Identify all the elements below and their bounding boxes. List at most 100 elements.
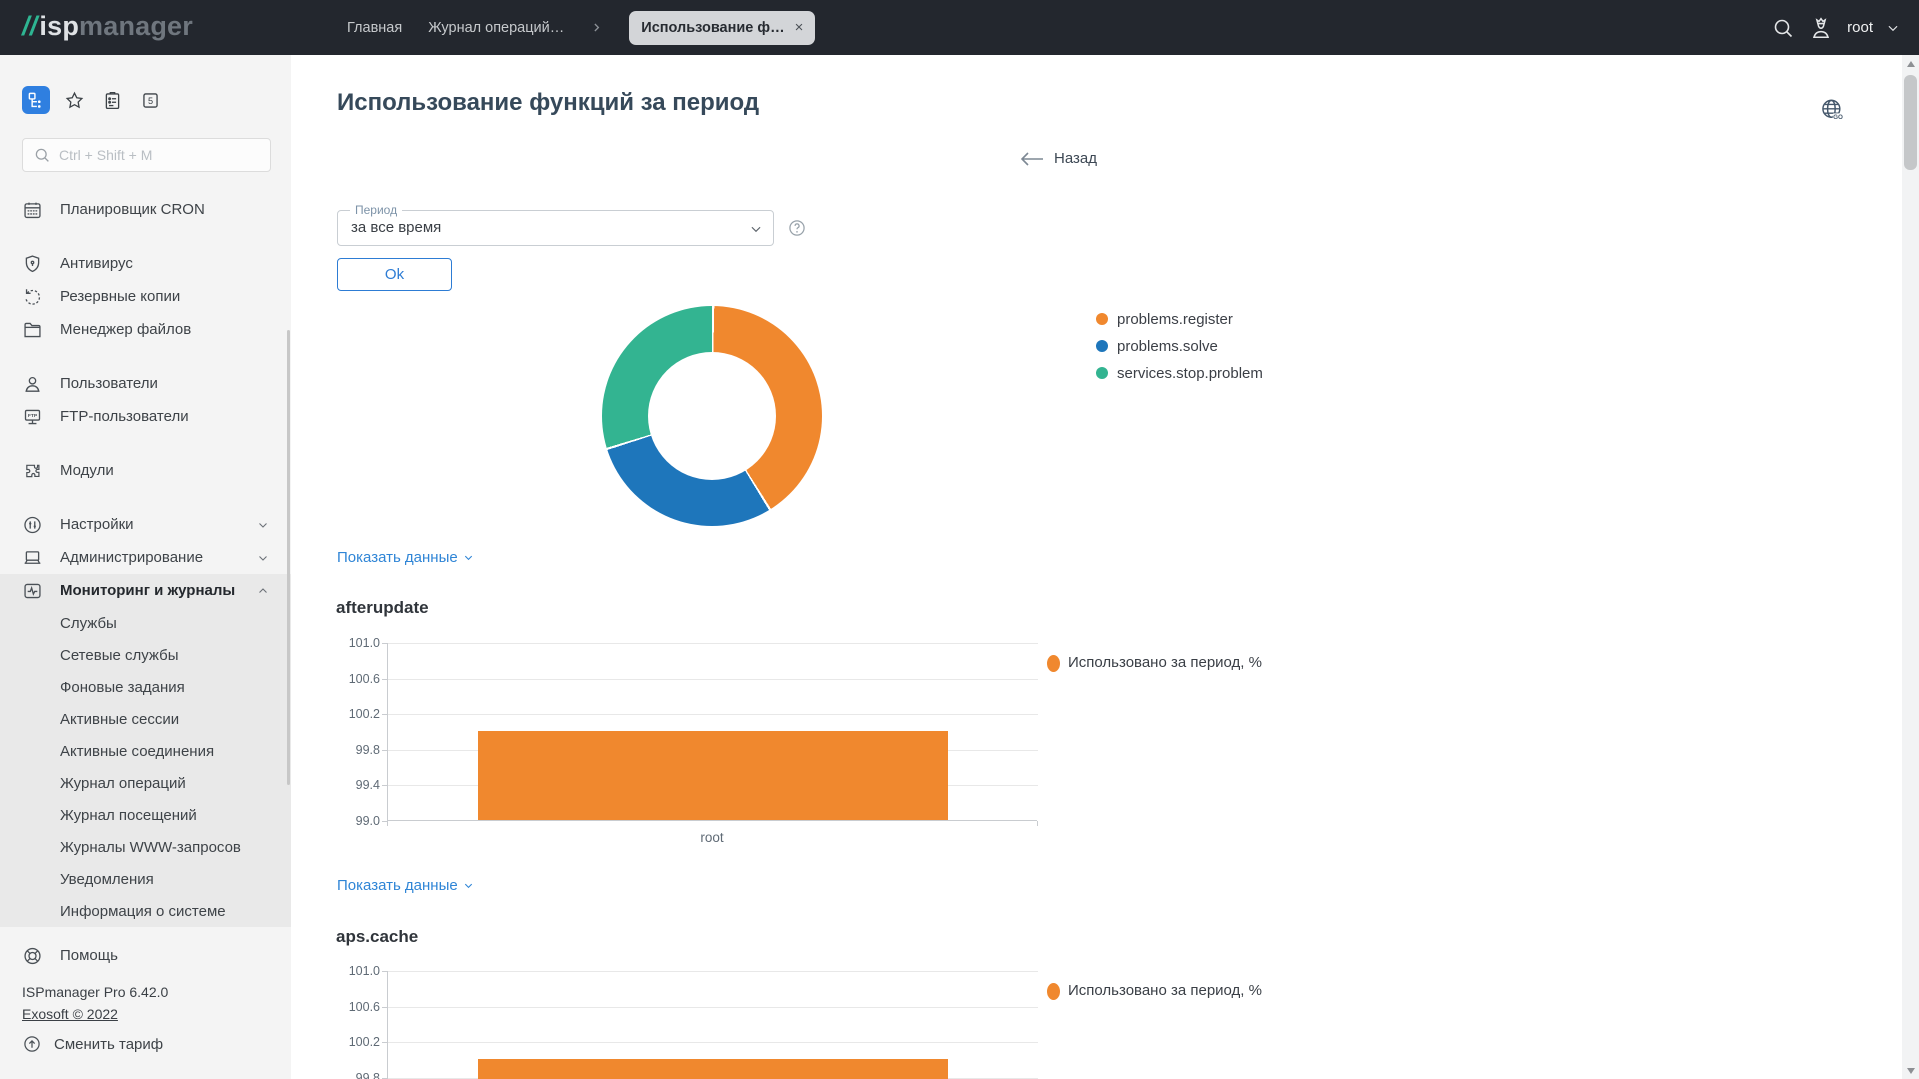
sliders-icon bbox=[24, 516, 41, 533]
sidebar-subitem[interactable]: Журнал посещений bbox=[0, 799, 291, 831]
sidebar-subitem[interactable]: Сетевые службы bbox=[0, 639, 291, 671]
main-scrollbar[interactable] bbox=[1902, 55, 1919, 1079]
sidebar-item[interactable]: Администрирование bbox=[0, 541, 291, 574]
sidebar-subitem[interactable]: Информация о системе bbox=[0, 895, 291, 927]
sidebar-subitem[interactable]: Уведомления bbox=[0, 863, 291, 895]
bar bbox=[478, 731, 948, 820]
sidebar-item-label: Настройки bbox=[60, 516, 134, 533]
limit-5-icon[interactable]: 5 bbox=[136, 86, 164, 114]
sidebar: 5 Планировщик CRON Антивирус Резервные коп… bbox=[0, 55, 291, 1079]
star-icon[interactable] bbox=[60, 86, 88, 114]
sidebar-subitem[interactable]: Службы bbox=[0, 607, 291, 639]
sidebar-item[interactable]: Менеджер файлов bbox=[0, 313, 291, 346]
sidebar-item[interactable]: FTP FTP-пользователи bbox=[0, 400, 291, 433]
close-icon[interactable]: × bbox=[794, 19, 804, 36]
svg-text:GO: GO bbox=[1833, 114, 1843, 121]
sidebar-item[interactable]: Резервные копии bbox=[0, 280, 291, 313]
x-axis-tick bbox=[1037, 821, 1038, 826]
show-data-label: Показать данные bbox=[337, 549, 458, 566]
x-axis-tick bbox=[387, 821, 388, 826]
legend-dot-icon bbox=[1096, 340, 1108, 352]
ok-button[interactable]: Ok bbox=[337, 258, 452, 291]
legend-label: Использовано за период, % bbox=[1068, 654, 1262, 671]
chart-title-aps-cache: aps.cache bbox=[336, 927, 419, 946]
change-tariff-button[interactable]: Сменить тариф bbox=[22, 1034, 168, 1054]
y-axis-tick-label: 99.4 bbox=[355, 778, 380, 792]
chart-legend[interactable]: Использовано за период, % bbox=[1047, 654, 1262, 672]
show-data-label: Показать данные bbox=[337, 877, 458, 894]
sidebar-subitem[interactable]: Журналы WWW-запросов bbox=[0, 831, 291, 863]
gridline bbox=[388, 1007, 1038, 1008]
gridline bbox=[388, 714, 1038, 715]
user-name[interactable]: root bbox=[1847, 19, 1873, 36]
sidebar-subitem[interactable]: Журнал операций bbox=[0, 767, 291, 799]
topbar-tab-active[interactable]: Использование ф… × bbox=[629, 10, 816, 45]
y-axis-tick bbox=[382, 1042, 387, 1043]
sidebar-item-label: Резервные копии bbox=[60, 288, 181, 305]
page-title: Использование функций за период bbox=[337, 89, 760, 116]
period-select[interactable]: Период за все время bbox=[337, 203, 774, 246]
y-axis-tick bbox=[382, 643, 387, 644]
y-axis-tick-label: 99.0 bbox=[355, 814, 380, 828]
help-question-icon[interactable] bbox=[787, 218, 807, 238]
y-axis-tick-label: 101.0 bbox=[348, 636, 380, 650]
gridline bbox=[388, 1042, 1038, 1043]
sidebar-item[interactable]: Настройки bbox=[0, 508, 291, 541]
sidebar-item[interactable]: Пользователи bbox=[0, 367, 291, 400]
x-axis-category-label: root bbox=[700, 830, 724, 845]
sidebar-subitem[interactable]: Фоновые задания bbox=[0, 671, 291, 703]
breadcrumb-chevron-icon bbox=[590, 21, 603, 34]
legend-item[interactable]: problems.register bbox=[1096, 310, 1263, 328]
sidebar-subitem[interactable]: Активные соединения bbox=[0, 735, 291, 767]
sidebar-item[interactable]: Мониторинг и журналы bbox=[0, 574, 291, 607]
sidebar-scrollbar-thumb[interactable] bbox=[287, 330, 290, 785]
sidebar-item[interactable]: Планировщик CRON bbox=[0, 193, 291, 226]
y-axis-tick-label: 100.6 bbox=[348, 672, 380, 686]
donut-legend: problems.register problems.solve services.… bbox=[1096, 310, 1263, 382]
sidebar-subitem[interactable]: Активные сессии bbox=[0, 703, 291, 735]
tree-view-icon[interactable] bbox=[22, 86, 50, 114]
sidebar-item[interactable]: Антивирус bbox=[0, 247, 291, 280]
tab-label: Использование ф… bbox=[641, 19, 785, 36]
chevron-down-icon[interactable] bbox=[1886, 21, 1900, 35]
y-axis-tick bbox=[382, 971, 387, 972]
sidebar-item[interactable]: Модули bbox=[0, 454, 291, 487]
chart-plot-area bbox=[387, 971, 1038, 1079]
svg-text:5: 5 bbox=[147, 96, 152, 106]
topbar-right: root bbox=[1771, 0, 1900, 55]
user-crown-icon[interactable] bbox=[1808, 15, 1834, 41]
scroll-down-arrow[interactable] bbox=[1902, 1062, 1919, 1079]
period-select-label: Период bbox=[350, 203, 403, 217]
sidebar-item[interactable]: Помощь bbox=[0, 939, 291, 972]
pulse-icon bbox=[24, 583, 41, 598]
scroll-up-arrow[interactable] bbox=[1902, 55, 1919, 72]
topbar-tab[interactable]: Журнал операций… bbox=[428, 20, 564, 36]
sidebar-search-input[interactable] bbox=[59, 147, 239, 163]
show-data-link-1[interactable]: Показать данные bbox=[337, 549, 474, 566]
sidebar-item-label: Службы bbox=[60, 614, 117, 632]
legend-item[interactable]: services.stop.problem bbox=[1096, 364, 1263, 382]
sidebar-item-label: Антивирус bbox=[60, 255, 133, 272]
topbar-tabs: Главная Журнал операций… Использование ф… × bbox=[347, 0, 816, 55]
sidebar-search[interactable] bbox=[22, 138, 271, 172]
y-axis-tick-label: 100.6 bbox=[348, 1000, 380, 1014]
sidebar-item-label: Активные соединения bbox=[60, 742, 215, 760]
search-icon[interactable] bbox=[1771, 16, 1795, 40]
vendor-copyright-link[interactable]: Exosoft © 2022 bbox=[22, 1006, 118, 1022]
topbar-tab[interactable]: Главная bbox=[347, 20, 402, 36]
main-scrollbar-thumb[interactable] bbox=[1904, 75, 1917, 170]
product-version: ISPmanager Pro 6.42.0 bbox=[22, 984, 169, 1000]
y-axis-tick bbox=[382, 1007, 387, 1008]
y-axis-tick bbox=[382, 714, 387, 715]
sidebar-item-label: Журналы WWW-запросов bbox=[60, 838, 241, 856]
donut-hole bbox=[648, 352, 776, 480]
tasks-icon[interactable] bbox=[98, 86, 126, 114]
chart-legend[interactable]: Использовано за период, % bbox=[1047, 982, 1262, 1000]
bar bbox=[478, 1059, 948, 1079]
globe-go-icon[interactable]: GO bbox=[1819, 97, 1846, 124]
back-button[interactable]: Назад bbox=[1020, 150, 1097, 167]
svg-text:FTP: FTP bbox=[28, 413, 38, 419]
puzzle-icon bbox=[26, 464, 40, 477]
show-data-link-2[interactable]: Показать данные bbox=[337, 877, 474, 894]
legend-item[interactable]: problems.solve bbox=[1096, 337, 1263, 355]
